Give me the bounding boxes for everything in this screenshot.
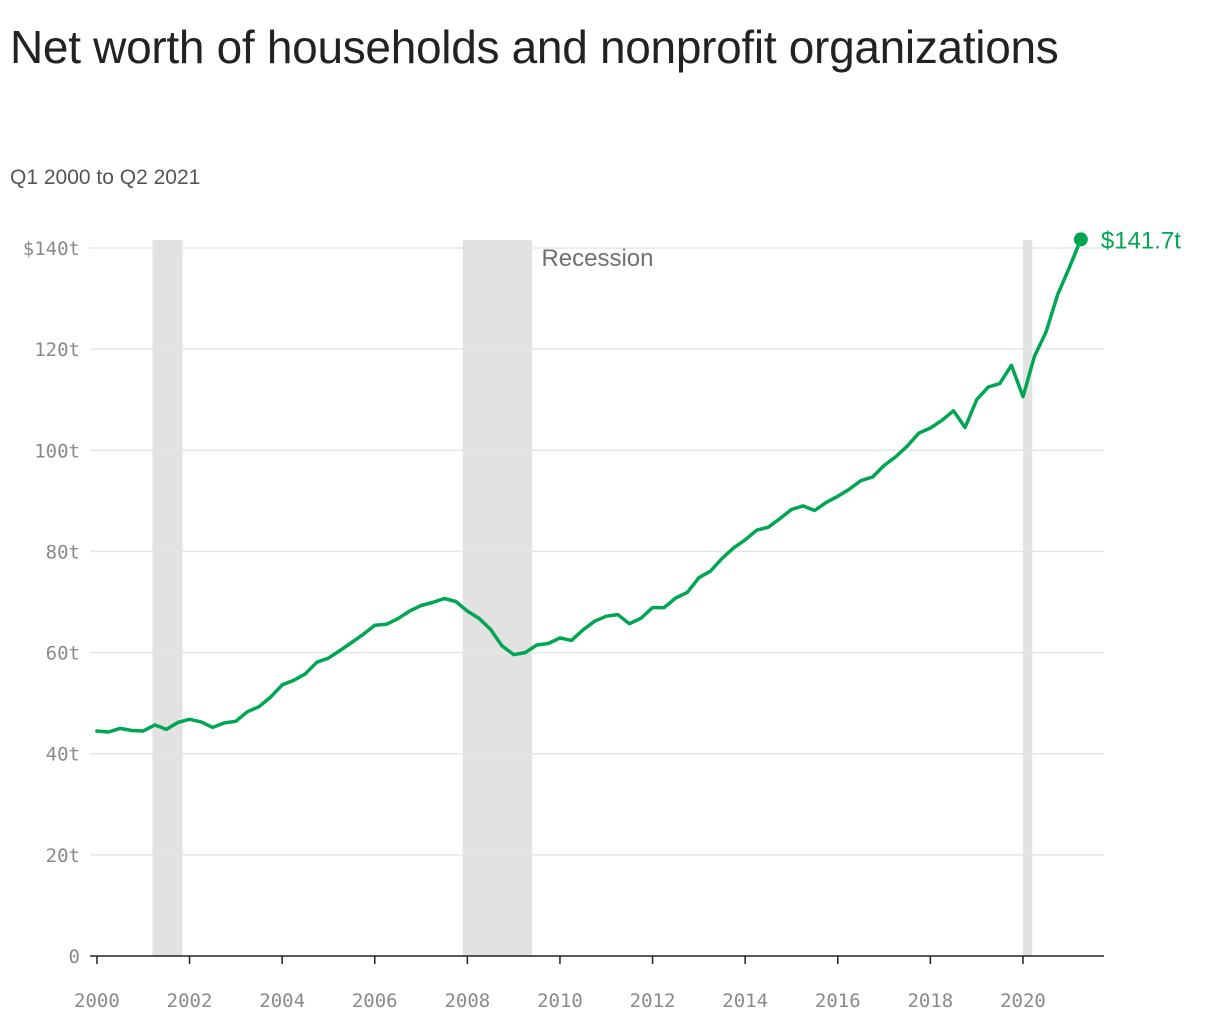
series-group [95, 237, 1083, 734]
x-tick-label-2014: 2014 [722, 990, 768, 1012]
recession-band-1 [152, 240, 183, 956]
annotations: Recession [541, 245, 653, 272]
chart-subtitle: Q1 2000 to Q2 2021 [10, 166, 201, 189]
x-tick-label-2016: 2016 [815, 990, 861, 1012]
y-tick-label-40: 40t [46, 744, 80, 766]
recession-band-2 [462, 240, 533, 956]
x-tick-label-2012: 2012 [630, 990, 676, 1012]
y-tick-label-0: 0 [69, 946, 80, 968]
chart-title: Net worth of households and nonprofit or… [10, 21, 1059, 73]
end-point [1073, 232, 1088, 247]
x-tick-label-2020: 2020 [1000, 990, 1046, 1012]
x-tick-label-2008: 2008 [444, 990, 490, 1012]
y-tick-label-120: 120t [34, 339, 80, 361]
y-tick-label-100: 100t [34, 440, 80, 462]
y-tick-label-140: $140t [23, 238, 80, 260]
end-value-label: $141.7t [1101, 227, 1181, 254]
x-tick-label-2004: 2004 [259, 990, 305, 1012]
end-marker-group: $141.7t [1073, 227, 1181, 254]
gridlines [90, 247, 1104, 856]
recession-annotation: Recession [541, 245, 653, 272]
axes: 0 20t 40t 60t 80t 100t 120t $140t 2000 2002 2004 20… [23, 238, 1104, 1012]
x-tick-label-2018: 2018 [907, 990, 953, 1012]
x-tick-label-2002: 2002 [167, 990, 213, 1012]
recession-bands [152, 240, 1033, 956]
y-tick-label-20: 20t [46, 845, 80, 867]
series-line-net-worth [95, 237, 1083, 734]
recession-band-3 [1022, 240, 1033, 956]
y-tick-label-80: 80t [46, 541, 80, 563]
x-tick-label-2006: 2006 [352, 990, 398, 1012]
x-tick-label-2010: 2010 [537, 990, 583, 1012]
y-tick-label-60: 60t [46, 643, 80, 665]
x-tick-label-2000: 2000 [74, 990, 120, 1012]
